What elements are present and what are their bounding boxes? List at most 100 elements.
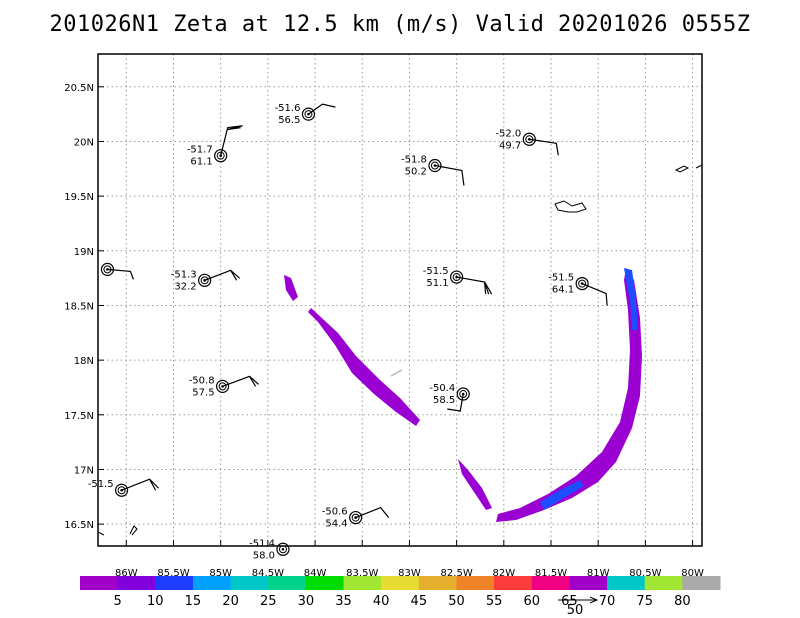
- coastlines: [97, 164, 703, 536]
- coast-segment: [674, 165, 690, 173]
- station-temp-label: -50.8: [189, 375, 215, 386]
- station: -51.551.1: [423, 266, 493, 295]
- station-temp-label: -51.3: [171, 269, 197, 280]
- colorbar-swatch: [80, 576, 119, 590]
- reference-vector-label: 50: [567, 603, 584, 618]
- station-ring-inner: [304, 110, 313, 119]
- reference-vector-head: [589, 596, 599, 604]
- x-tick-label: 82W: [493, 568, 516, 579]
- vorticity-band-3: [458, 459, 492, 510]
- wind-barb: [308, 103, 336, 115]
- wind-barb: [204, 269, 241, 281]
- station-height-label: 49.7: [499, 140, 521, 151]
- colorbar-label: 35: [335, 594, 352, 609]
- station: -52.049.7: [495, 128, 559, 156]
- wind-barb: [434, 164, 465, 186]
- island-outline: [554, 200, 587, 213]
- station-ring-outer: [522, 132, 536, 146]
- station-ring-outer: [214, 149, 228, 163]
- station-ring-inner: [578, 279, 587, 288]
- axis-ticks: 86W 85.5W 85W 84.5W 84W 83.5W 83W 82.5W 82W 81.5W…: [64, 83, 704, 579]
- wind-barb: [355, 506, 390, 519]
- wind-barb: [456, 276, 493, 295]
- station-temp-label: -51.5: [88, 479, 114, 490]
- station-temp-label: -51.6: [275, 103, 301, 114]
- station-temp-label: -50.6: [322, 507, 348, 518]
- colorbar-swatch: [155, 576, 194, 590]
- station-height-label: 61.1: [190, 157, 212, 168]
- coast-segment: [129, 525, 138, 536]
- wind-barb: [220, 125, 243, 156]
- colorbar-label: 40: [373, 594, 390, 609]
- colorbar-swatch: [192, 576, 232, 590]
- colorbar-label: 75: [636, 594, 653, 609]
- wind-barb: [121, 478, 160, 491]
- colorbar-swatch: [531, 576, 570, 590]
- x-tick-label: 80.5W: [629, 568, 661, 579]
- colorbar-swatch: [268, 576, 307, 590]
- colorbar-label: 65: [561, 594, 578, 609]
- colorbar-label: 25: [260, 594, 277, 609]
- station: -51.458.0: [249, 538, 290, 561]
- station-dot: [281, 547, 285, 551]
- colorbar-label: 15: [185, 594, 202, 609]
- station-ring-outer: [301, 107, 316, 121]
- colorbar-swatch: [117, 576, 156, 590]
- station: -51.761.1: [187, 125, 243, 168]
- y-tick-label: 18N: [74, 356, 94, 367]
- station: -51.656.5: [275, 103, 336, 126]
- station: -50.458.5: [429, 383, 470, 412]
- x-tick-label: 85W: [209, 568, 232, 579]
- x-tick-label: 82.5W: [441, 568, 473, 579]
- station-temp-label: -51.8: [401, 155, 427, 166]
- station-height-label: 50.2: [405, 167, 427, 178]
- station-markers: -51.656.5 -51.761.1 -51.850.2 -52.049.7 -51.…: [88, 103, 608, 561]
- colorbar-label: 80: [674, 594, 691, 609]
- wind-barb: [581, 283, 608, 306]
- colorbar-swatch: [644, 576, 683, 590]
- station-height-label: 51.1: [426, 278, 448, 289]
- station-temp-label: -51.5: [423, 266, 449, 277]
- station-ring-outer: [428, 158, 442, 173]
- colorbar-swatch: [381, 576, 420, 590]
- colorbar-label: 55: [486, 594, 503, 609]
- colorbar-swatch: [343, 576, 382, 590]
- station-temp-label: -51.7: [187, 145, 213, 156]
- colorbar-label: 50: [448, 594, 465, 609]
- x-tick-label: 83W: [398, 568, 421, 579]
- vorticity-band-2: [308, 308, 420, 426]
- station-temp-label: -50.4: [429, 383, 455, 394]
- coast-segment: [695, 164, 703, 169]
- station-temp-label: -51.4: [249, 538, 275, 549]
- vorticity-band-1: [284, 275, 298, 301]
- station-height-label: 56.5: [278, 115, 300, 126]
- station-ring-inner: [351, 513, 360, 522]
- y-tick-label: 20N: [74, 137, 94, 148]
- station-height-label: 32.2: [174, 281, 196, 292]
- wind-barb: [222, 375, 259, 387]
- x-tick-label: 86W: [115, 568, 138, 579]
- x-tick-label: 84.5W: [252, 568, 284, 579]
- station-height-label: 57.5: [192, 387, 214, 398]
- station-ring-outer: [198, 273, 212, 287]
- vorticity-core-upper: [624, 268, 638, 330]
- plot-frame: [97, 53, 703, 547]
- wind-barb: [529, 138, 559, 156]
- station-ring-outer: [114, 483, 129, 497]
- chart-title: 201026N1 Zeta at 12.5 km (m/s) Valid 202…: [49, 12, 751, 37]
- y-tick-label: 18.5N: [64, 301, 94, 312]
- station-height-label: 58.5: [433, 395, 455, 406]
- x-tick-label: 84W: [304, 568, 327, 579]
- station-ring-inner: [459, 390, 468, 399]
- colorbar-swatch: [456, 576, 495, 590]
- y-tick-label: 20.5N: [64, 83, 94, 94]
- colorbar-label: 60: [523, 594, 540, 609]
- vorticity-band-4: [496, 268, 642, 522]
- colorbar-label: 70: [599, 594, 616, 609]
- colorbar-swatch: [305, 576, 345, 590]
- colorbar-swatch: [418, 576, 457, 590]
- y-tick-label: 16.5N: [64, 520, 94, 531]
- station-temp-label: -52.0: [495, 128, 521, 139]
- station-ring-outer: [276, 542, 290, 556]
